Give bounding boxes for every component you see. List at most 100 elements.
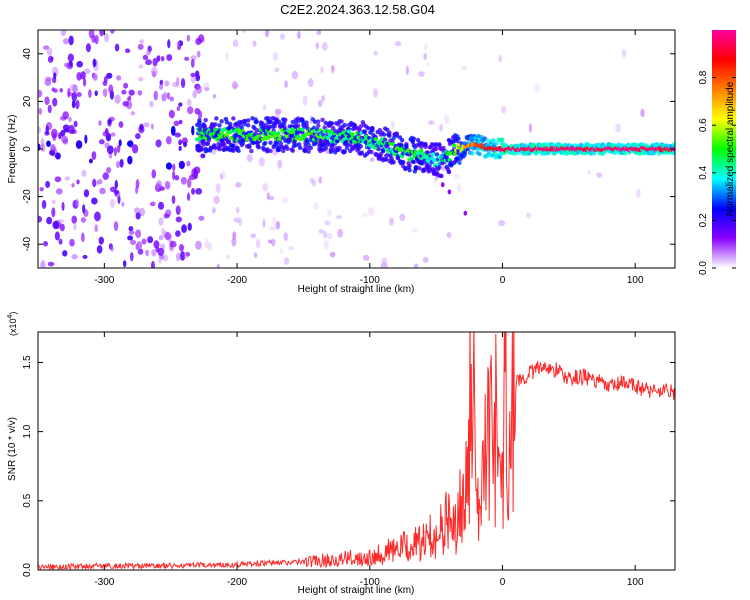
spectrogram-cell — [47, 261, 55, 267]
spectrogram-cell — [145, 249, 150, 257]
spectrogram-cell — [397, 148, 403, 153]
spectrogram-cell — [477, 151, 482, 157]
spectrogram-cell — [152, 57, 158, 67]
spectrogram-cell — [139, 123, 144, 131]
spectrogram-cell — [596, 172, 603, 178]
spectrogram-cell — [55, 188, 63, 195]
spectrogram-y-label: Frequency (Hz) — [7, 115, 18, 184]
spectrogram-cell — [283, 117, 288, 123]
colorbar-tick-label: 0.8 — [698, 70, 709, 84]
spectrogram-cell — [211, 207, 216, 214]
snr-frame — [37, 331, 676, 571]
spectrogram-cell — [99, 30, 105, 37]
spectrogram-cell — [433, 179, 437, 184]
spectrogram-cell — [274, 108, 282, 115]
spectrogram-cell — [323, 240, 330, 250]
spectrogram-cell — [262, 140, 268, 146]
x-tick-label: 100 — [627, 577, 644, 588]
spectrogram-cell — [407, 163, 412, 168]
spectrogram-cell — [176, 106, 181, 112]
spectrogram-cell — [83, 68, 91, 75]
y-tick-label: 0.0 — [22, 563, 33, 577]
spectrogram-cell — [39, 187, 44, 192]
spectrogram-cell — [275, 131, 281, 136]
spectrogram-cell — [315, 42, 319, 49]
spectrogram-cell — [38, 215, 43, 223]
spectrogram-cell — [424, 43, 428, 51]
spectrogram-cell — [231, 143, 236, 149]
spectrogram-cell — [382, 137, 388, 142]
spectrogram-cell — [62, 124, 70, 131]
snr-multiplier: (x104) — [7, 312, 18, 336]
spectrogram-cell — [184, 56, 190, 61]
spectrogram-cell — [186, 34, 191, 42]
spectrogram-cell — [174, 174, 180, 181]
spectrogram-cell — [411, 227, 419, 233]
spectrogram-cell — [40, 143, 46, 152]
spectrogram-cell — [258, 157, 265, 167]
x-tick-label: -100 — [360, 577, 380, 588]
spectrogram-cell — [122, 100, 129, 107]
figure-title: C2E2.2024.363.12.58.G04 — [280, 2, 435, 17]
spectrogram-cell — [99, 187, 106, 195]
spectrogram-cell — [219, 119, 224, 124]
spectrogram-cell — [306, 149, 311, 154]
spectrogram-cell — [98, 120, 102, 126]
spectrogram-cell — [158, 83, 164, 90]
spectrogram-cell — [151, 249, 157, 257]
spectrogram-cell — [106, 72, 113, 79]
spectrogram-cell — [252, 40, 257, 47]
spectrogram-cell — [190, 58, 195, 68]
spectrogram-cell — [122, 260, 127, 268]
spectrogram-cell — [157, 247, 165, 256]
spectrogram-cell — [170, 125, 176, 136]
spectrogram-cell — [318, 176, 323, 184]
spectrogram-cell — [304, 120, 309, 125]
spectrogram-cell — [213, 195, 220, 205]
spectrogram-cell — [110, 30, 115, 34]
spectrogram-cell — [358, 144, 363, 149]
spectrogram-cell — [175, 205, 181, 216]
spectrogram-cell — [68, 116, 72, 123]
spectrogram-cell — [262, 218, 266, 229]
spectrogram-cell — [41, 259, 45, 268]
spectrogram-cell — [80, 71, 86, 80]
spectrogram-cell — [361, 212, 369, 218]
spectrogram-cell — [276, 145, 282, 150]
spectrogram-cell — [173, 120, 180, 127]
spectrogram-cell — [485, 138, 491, 143]
spectrogram-cell — [439, 124, 443, 132]
spectrogram-cell — [411, 159, 417, 165]
spectrogram-cell — [499, 137, 505, 143]
spectrogram-cell — [190, 75, 197, 83]
spectrogram-cell — [373, 88, 378, 98]
spectrogram-cells — [38, 30, 675, 268]
spectrogram-cell — [344, 142, 350, 147]
spectrogram-cell — [174, 132, 182, 138]
spectrogram-cell — [275, 220, 281, 230]
spectrogram-cell — [233, 217, 241, 224]
spectrogram-cell — [127, 235, 134, 241]
spectrogram-cell — [114, 43, 120, 52]
spectrogram-cell — [254, 252, 258, 259]
spectrogram-x-label: Height of straight line (km) — [298, 284, 415, 295]
spectrogram-cell — [114, 179, 118, 189]
spectrogram-cell — [470, 151, 475, 156]
spectrogram-cell — [58, 132, 62, 140]
spectrogram-cell — [178, 145, 182, 151]
spectrogram-cell — [232, 231, 237, 239]
spectrogram-cell — [94, 34, 99, 45]
spectrogram-cell — [92, 178, 97, 188]
spectrogram-cell — [195, 85, 203, 94]
spectrogram-cell — [110, 198, 115, 209]
spectrogram-cell — [69, 238, 75, 247]
spectrogram-cell — [640, 108, 645, 118]
spectrogram-cell — [231, 80, 238, 90]
spectrogram-cell — [186, 99, 192, 107]
spectrogram-cell — [107, 118, 112, 125]
spectrogram-cell — [316, 119, 321, 124]
spectrogram-cell — [114, 94, 121, 104]
spectrogram-cell — [108, 84, 114, 94]
spectrogram-cell — [433, 146, 439, 152]
spectrogram-cell — [46, 216, 53, 225]
